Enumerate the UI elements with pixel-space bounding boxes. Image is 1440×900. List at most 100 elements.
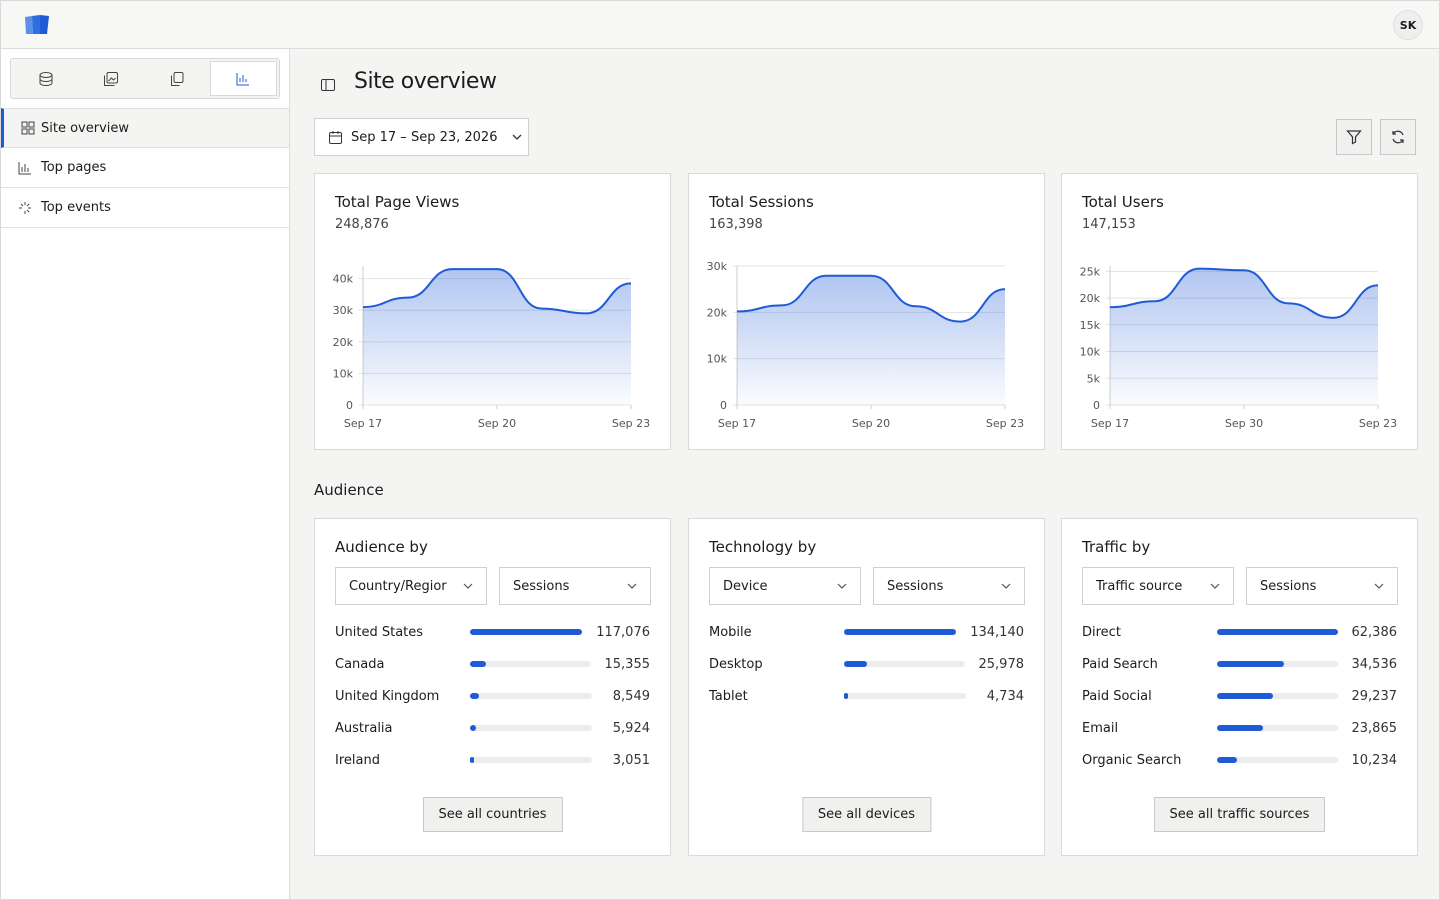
- nav-label: Site overview: [41, 120, 130, 136]
- row-label: Paid Social: [1082, 688, 1152, 704]
- bar-track: [470, 693, 592, 699]
- bar: [844, 661, 868, 667]
- row-value: 10,234: [1351, 752, 1398, 768]
- card-title: Traffic by: [1082, 538, 1151, 556]
- card-total: 248,876: [335, 217, 389, 232]
- bar: [470, 693, 479, 699]
- y-tick-label: 20k: [707, 306, 728, 319]
- area-chart: 0 10k 20k 30k Sep 17 Sep 20 Sep 23: [707, 260, 1024, 430]
- bar: [844, 629, 957, 635]
- bar: [1217, 661, 1284, 667]
- x-tick-label: Sep 20: [478, 417, 516, 430]
- bar-track: [1217, 661, 1338, 667]
- bar: [470, 661, 486, 667]
- x-tick-label: Sep 20: [852, 417, 890, 430]
- metric-row: Canada 15,355: [335, 654, 650, 674]
- bar: [1217, 757, 1237, 763]
- filter-button[interactable]: [1336, 119, 1372, 155]
- nav-item[interactable]: Site overview: [1, 108, 289, 148]
- row-value: 15,355: [604, 656, 651, 672]
- metric-row: Paid Search 34,536: [1082, 654, 1397, 674]
- area-chart: 0 5k 10k 15k 20k 25k Sep 17 Sep 30 Sep 23: [1080, 265, 1397, 430]
- dropdown[interactable]: Sessions: [1246, 567, 1398, 605]
- dropdown[interactable]: Device: [709, 567, 861, 605]
- card-total: 147,153: [1082, 217, 1136, 232]
- metric-card: Total Page Views 248,876 0 10k 20k 30k 40k Sep …: [314, 173, 671, 450]
- x-tick-label: Sep 30: [1225, 417, 1263, 430]
- dropdown-label: Country/Regior: [349, 578, 447, 594]
- nav-item[interactable]: Top pages: [1, 148, 289, 188]
- x-tick-label: Sep 23: [1359, 417, 1397, 430]
- row-label: Australia: [335, 720, 393, 736]
- dropdown[interactable]: Sessions: [873, 567, 1025, 605]
- tab-pages[interactable]: [144, 61, 210, 96]
- bar: [844, 693, 849, 699]
- card-title: Total Sessions: [709, 193, 814, 211]
- bar-track: [1217, 725, 1338, 731]
- y-tick-label: 0: [1093, 399, 1100, 412]
- tab-analytics[interactable]: [209, 61, 277, 96]
- area: [363, 269, 631, 405]
- tab-database[interactable]: [13, 61, 79, 96]
- row-label: Tablet: [709, 688, 748, 704]
- y-tick-label: 10k: [1080, 346, 1101, 359]
- bar-track: [470, 757, 592, 763]
- row-value: 8,549: [612, 688, 650, 704]
- metric-row: Mobile 134,140: [709, 622, 1024, 642]
- header: SK: [1, 1, 1439, 49]
- x-tick-label: Sep 23: [612, 417, 650, 430]
- dropdown-label: Sessions: [1260, 578, 1317, 594]
- see-all-button[interactable]: See all devices: [801, 797, 932, 832]
- nav-item[interactable]: Top events: [1, 188, 289, 228]
- see-all-button[interactable]: See all traffic sources: [1153, 797, 1326, 832]
- metric-card: Total Sessions 163,398 0 10k 20k 30k Sep 17 Sep…: [688, 173, 1045, 450]
- bar-track: [844, 693, 966, 699]
- y-tick-label: 30k: [707, 260, 728, 273]
- bar: [1217, 629, 1338, 635]
- area-chart: 0 10k 20k 30k 40k Sep 17 Sep 20 Sep 23: [333, 266, 650, 430]
- card-total: 163,398: [709, 217, 763, 232]
- tab-media[interactable]: [79, 61, 145, 96]
- dropdown[interactable]: Sessions: [499, 567, 651, 605]
- refresh-button[interactable]: [1380, 119, 1416, 155]
- dropdown[interactable]: Country/Regior: [335, 567, 487, 605]
- sidebar: Site overview Top pages Top events: [1, 49, 290, 899]
- row-value: 62,386: [1351, 624, 1398, 640]
- row-value: 5,924: [612, 720, 650, 736]
- logo: [25, 15, 49, 34]
- y-tick-label: 5k: [1087, 372, 1101, 385]
- date-range: Sep 17 – Sep 23, 2026: [351, 129, 498, 145]
- y-tick-label: 20k: [1080, 292, 1101, 305]
- avatar[interactable]: SK: [1393, 10, 1423, 40]
- x-tick-label: Sep 17: [344, 417, 382, 430]
- bar-track: [470, 629, 583, 635]
- bar-track: [1217, 757, 1338, 763]
- see-all-button[interactable]: See all countries: [422, 797, 563, 832]
- y-tick-label: 20k: [333, 336, 354, 349]
- dropdown[interactable]: Traffic source: [1082, 567, 1234, 605]
- row-value: 3,051: [612, 752, 650, 768]
- dropdown-label: Sessions: [887, 578, 944, 594]
- date-range-picker[interactable]: Sep 17 – Sep 23, 2026: [314, 118, 529, 156]
- nav-label: Top pages: [41, 160, 107, 175]
- row-value: 25,978: [978, 656, 1025, 672]
- tab-strip: [10, 58, 280, 99]
- card-title: Total Page Views: [335, 193, 460, 211]
- metric-row: United States 117,076: [335, 622, 650, 642]
- metric-card: Total Users 147,153 0 5k 10k 15k 20k 25k Sep 17 S…: [1061, 173, 1418, 450]
- row-value: 34,536: [1351, 656, 1398, 672]
- metric-row: Desktop 25,978: [709, 654, 1024, 674]
- bar: [1217, 725, 1264, 731]
- card-title: Technology by: [709, 538, 817, 556]
- line: [362, 268, 632, 315]
- nav-label: Top events: [41, 200, 111, 215]
- area: [737, 275, 1005, 405]
- metric-row: Ireland 3,051: [335, 750, 650, 770]
- row-label: Ireland: [335, 752, 380, 768]
- bar: [470, 629, 583, 635]
- y-tick-label: 10k: [333, 367, 354, 380]
- row-label: Paid Search: [1082, 656, 1158, 672]
- sidebar-toggle[interactable]: [320, 77, 336, 93]
- x-tick-label: Sep 23: [986, 417, 1024, 430]
- y-tick-label: 0: [720, 399, 727, 412]
